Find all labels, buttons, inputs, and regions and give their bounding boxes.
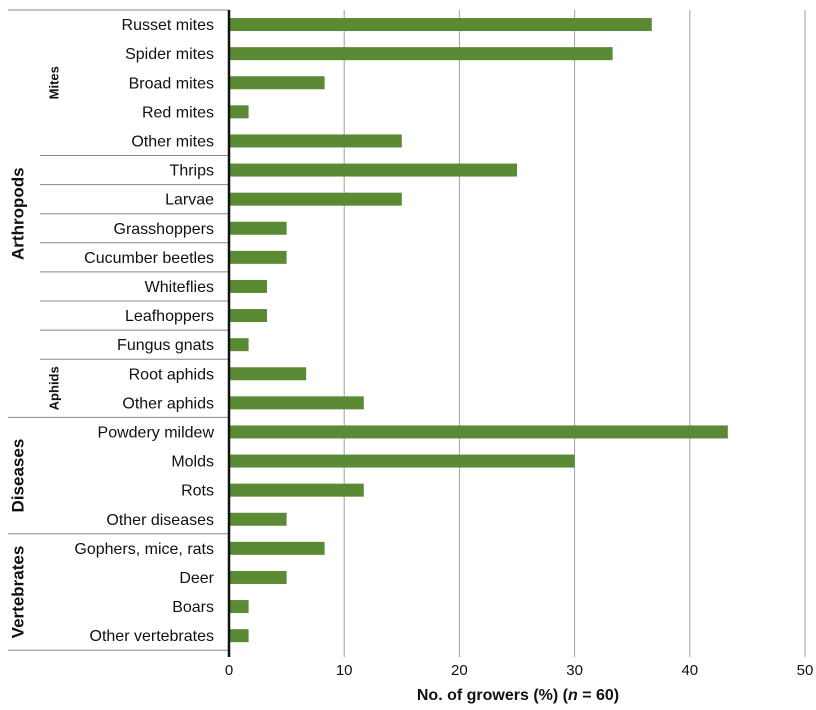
bar-spider-mites — [229, 47, 613, 61]
bar-other-diseases — [229, 512, 287, 526]
bar-grasshoppers — [229, 221, 287, 235]
bar-broad-mites — [229, 76, 325, 90]
x-tick-label-50: 50 — [797, 662, 814, 679]
bar-larvae — [229, 192, 402, 206]
category-label-root-aphids: Root aphids — [129, 366, 214, 383]
group-label-vertebrates: Vertebrates — [8, 546, 27, 639]
category-label-russet-mites: Russet mites — [122, 17, 214, 34]
x-tick-label-10: 10 — [336, 662, 353, 679]
x-tick-label-30: 30 — [566, 662, 583, 679]
group-label-mites: Mites — [46, 66, 61, 99]
bar-root-aphids — [229, 367, 307, 381]
bar-deer — [229, 570, 287, 584]
x-axis-label-n: n — [568, 687, 578, 704]
bar-gophers-mice-rats — [229, 541, 325, 555]
bar-whiteflies — [229, 279, 268, 293]
bar-russet-mites — [229, 18, 652, 32]
bars — [229, 18, 728, 643]
category-label-thrips: Thrips — [170, 163, 214, 180]
bar-leafhoppers — [229, 309, 268, 323]
bar-powdery-mildew — [229, 425, 728, 439]
category-label-cucumber-beetles: Cucumber beetles — [84, 250, 214, 267]
bar-molds — [229, 454, 575, 468]
category-label-powdery-mildew: Powdery mildew — [98, 424, 215, 441]
group-label-diseases: Diseases — [8, 439, 27, 513]
bar-cucumber-beetles — [229, 250, 287, 264]
category-label-leafhoppers: Leafhoppers — [125, 308, 214, 325]
bar-rots — [229, 483, 364, 497]
category-label-spider-mites: Spider mites — [125, 46, 214, 63]
bar-boars — [229, 600, 249, 614]
group-labels: Arthropods Diseases Vertebrates Mites Aphids — [8, 66, 61, 638]
category-label-molds: Molds — [171, 454, 214, 471]
group-label-aphids: Aphids — [46, 366, 61, 410]
category-label-rots: Rots — [181, 483, 214, 500]
category-label-larvae: Larvae — [165, 192, 214, 209]
category-label-other-aphids: Other aphids — [122, 395, 214, 412]
category-label-fungus-gnats: Fungus gnats — [117, 337, 214, 354]
category-label-boars: Boars — [172, 599, 214, 616]
group-separators — [8, 9, 229, 651]
category-label-whiteflies: Whiteflies — [145, 279, 214, 296]
category-label-grasshoppers: Grasshoppers — [114, 221, 215, 238]
category-label-deer: Deer — [179, 570, 214, 587]
category-label-other-diseases: Other diseases — [106, 512, 214, 529]
bar-other-vertebrates — [229, 629, 249, 643]
x-tick-label-20: 20 — [451, 662, 468, 679]
x-axis-label: No. of growers (%) (n = 60) — [417, 687, 619, 704]
bar-other-mites — [229, 134, 402, 148]
category-label-other-mites: Other mites — [131, 133, 214, 150]
x-axis-label-part-1: No. of growers (%) ( — [417, 687, 569, 704]
x-axis-label-part-2: = 60) — [578, 687, 619, 704]
category-label-red-mites: Red mites — [142, 104, 214, 121]
category-label-broad-mites: Broad mites — [129, 75, 214, 92]
category-labels: Russet mites Spider mites Broad mites Red m… — [74, 17, 214, 645]
category-label-gophers-mice-rats: Gophers, mice, rats — [74, 541, 214, 558]
gridlines — [343, 10, 806, 657]
bar-fungus-gnats — [229, 338, 249, 352]
bar-other-aphids — [229, 396, 364, 410]
group-label-arthropods: Arthropods — [8, 167, 27, 260]
x-tick-label-0: 0 — [225, 662, 233, 679]
x-tick-labels: 0 10 20 30 40 50 — [225, 662, 814, 679]
category-label-other-vertebrates: Other vertebrates — [90, 628, 215, 645]
bar-thrips — [229, 163, 517, 177]
bar-red-mites — [229, 105, 249, 119]
x-tick-label-40: 40 — [681, 662, 698, 679]
